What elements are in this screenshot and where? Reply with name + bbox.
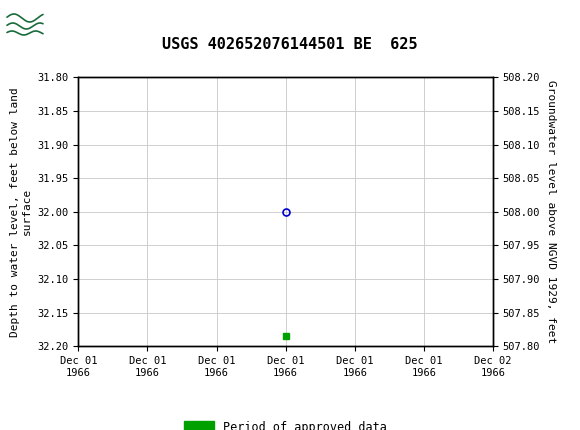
Y-axis label: Groundwater level above NGVD 1929, feet: Groundwater level above NGVD 1929, feet [546, 80, 556, 344]
Text: USGS: USGS [50, 11, 106, 29]
Legend: Period of approved data: Period of approved data [180, 416, 392, 430]
Bar [6, 4, 44, 36]
Y-axis label: Depth to water level, feet below land
surface: Depth to water level, feet below land su… [10, 87, 32, 337]
Text: USGS 402652076144501 BE  625: USGS 402652076144501 BE 625 [162, 37, 418, 52]
